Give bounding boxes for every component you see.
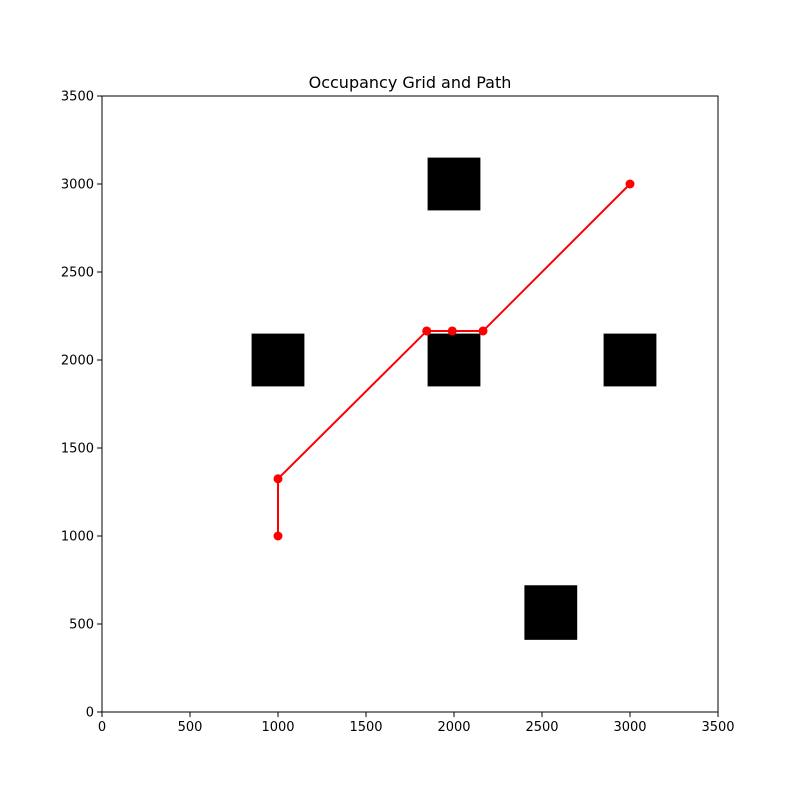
axes-frame [101, 95, 719, 713]
y-tick-label: 500 [69, 618, 94, 633]
path-point-4 [447, 326, 457, 336]
path-point-5 [478, 326, 488, 336]
y-tick-label: 1000 [61, 530, 94, 545]
chart-title: Occupancy Grid and Path [309, 73, 512, 92]
x-tick-label: 500 [178, 720, 203, 735]
x-tick-label: 3000 [613, 720, 646, 735]
path-point-2 [273, 474, 283, 484]
x-tick-label: 2500 [525, 720, 558, 735]
x-tick-label: 1500 [349, 720, 382, 735]
y-tick-label: 1500 [61, 442, 94, 457]
obstacle-2 [251, 333, 305, 387]
y-tick-label: 3500 [61, 90, 94, 105]
y-tick-label: 0 [86, 706, 94, 721]
y-tick-label: 3000 [61, 178, 94, 193]
path-point-3 [422, 326, 432, 336]
x-tick-label: 2000 [437, 720, 470, 735]
x-tick-label: 3500 [701, 720, 734, 735]
obstacle-5 [524, 585, 578, 640]
plot-area [101, 95, 719, 713]
path-point-6 [625, 179, 635, 189]
obstacle-4 [603, 333, 657, 387]
path-line [277, 183, 631, 536]
axis-ticks: 0 500 1000 1500 2000 2500 3000 3500 0 500 1000 1500… [61, 90, 735, 736]
path-point-1 [273, 531, 283, 541]
y-tick-label: 2000 [61, 354, 94, 369]
obstacle-3 [427, 333, 481, 387]
x-tick-label: 1000 [261, 720, 294, 735]
obstacle-1 [427, 157, 481, 211]
y-tick-label: 2500 [61, 266, 94, 281]
x-tick-label: 0 [98, 720, 106, 735]
